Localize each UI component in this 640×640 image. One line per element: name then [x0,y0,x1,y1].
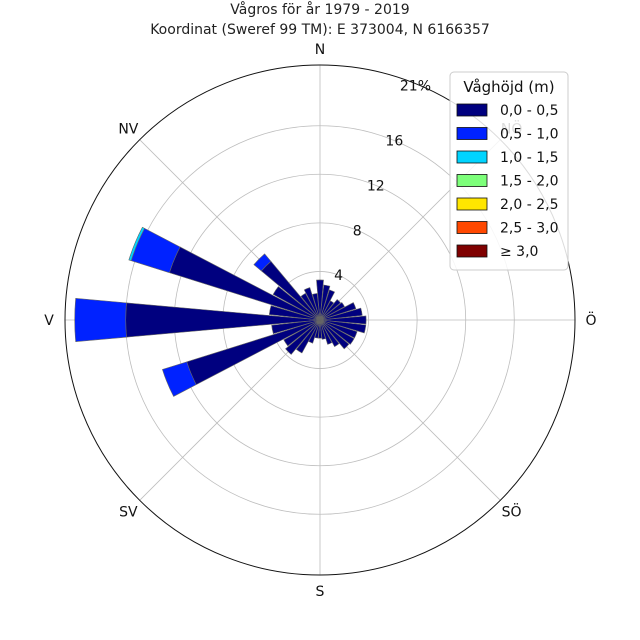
rose-bar-18-0 [308,319,321,344]
rose-bars [74,226,367,397]
rose-bar-31-0 [312,293,321,321]
rose-bar-27-0 [272,286,321,321]
rose-bar-26-2 [128,226,145,262]
rose-bar-29-0 [300,292,321,321]
direction-label-nv: NV [118,121,138,137]
rose-bar-14-0 [319,319,333,345]
radial-tick-label-8: 8 [353,223,362,239]
radial-max-label: 21% [400,79,431,95]
rose-bar-5-0 [319,302,345,321]
legend-label-2: 1,0 - 1,5 [500,150,558,166]
rose-bar-6-0 [319,302,357,321]
legend-frame [449,71,569,271]
rose-bar-23-0 [271,319,321,335]
legend-label-1: 0,5 - 1,0 [500,127,558,143]
direction-label-ö: Ö [585,311,596,329]
chart-subtitle: Koordinat (Sweref 99 TM): E 373004, N 61… [150,22,490,38]
rose-bar-12-0 [319,319,350,350]
chart-title: Vågros för år 1979 - 2019 [230,1,409,18]
legend-swatch-6 [456,244,488,258]
legend-label-4: 2,0 - 2,5 [500,197,558,213]
legend-swatch-1 [456,127,488,140]
direction-label-sv: SV [119,505,138,521]
rose-bar-21-0 [283,319,321,347]
legend-swatch-0 [456,103,488,117]
rose-bar-16-0 [318,319,322,339]
legend-label-5: 2,5 - 3,0 [500,221,558,237]
rose-bar-13-0 [319,319,340,348]
legend-label-3: 1,5 - 2,0 [500,174,558,190]
rose-bar-0-0 [316,279,324,321]
rose-bar-19-0 [295,319,321,354]
legend: Våghöjd (m) 0,0 - 0,5 0,5 - 1,0 1,0 - 1,5 1… [449,71,569,271]
rose-bar-4-0 [319,299,341,321]
outer-ring [64,64,576,576]
legend-swatch-4 [456,197,488,211]
legend-swatch-3 [456,174,488,187]
polar-grid [64,64,576,576]
radial-tick-label-12: 12 [367,178,385,194]
direction-label-s: S [316,584,325,600]
direction-label-n: N [315,42,325,58]
legend-swatch-5 [456,221,488,234]
grid-spoke-sö [319,319,501,501]
rose-bar-20-0 [285,319,321,355]
rose-bar-15-0 [319,319,326,340]
rose-bar-24-1 [74,298,127,342]
rose-bar-30-0 [303,287,321,321]
rose-bar-9-0 [319,319,367,334]
rose-bar-2-0 [319,289,336,321]
legend-label-0: 0,0 - 0,5 [500,103,558,119]
direction-label-v: V [44,313,54,329]
rose-bar-11-0 [319,319,355,345]
rose-bar-8-0 [319,315,367,325]
direction-label-sö: SÖ [502,503,522,521]
radial-tick-label-4: 4 [334,268,343,284]
rose-bar-25-0 [268,305,321,321]
rose-bar-10-0 [319,319,358,339]
rose-bar-28-1 [253,253,272,272]
legend-label-6: ≥ 3,0 [500,244,538,260]
rose-bar-3-0 [319,300,335,321]
radial-tick-label-16: 16 [385,134,403,150]
rose-bar-7-0 [319,307,363,321]
legend-title: Våghöjd (m) [463,78,554,96]
rose-bar-22-1 [162,361,197,397]
legend-swatch-2 [456,150,488,164]
